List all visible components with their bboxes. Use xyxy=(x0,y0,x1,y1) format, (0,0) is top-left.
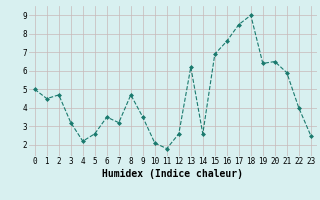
X-axis label: Humidex (Indice chaleur): Humidex (Indice chaleur) xyxy=(102,169,243,179)
